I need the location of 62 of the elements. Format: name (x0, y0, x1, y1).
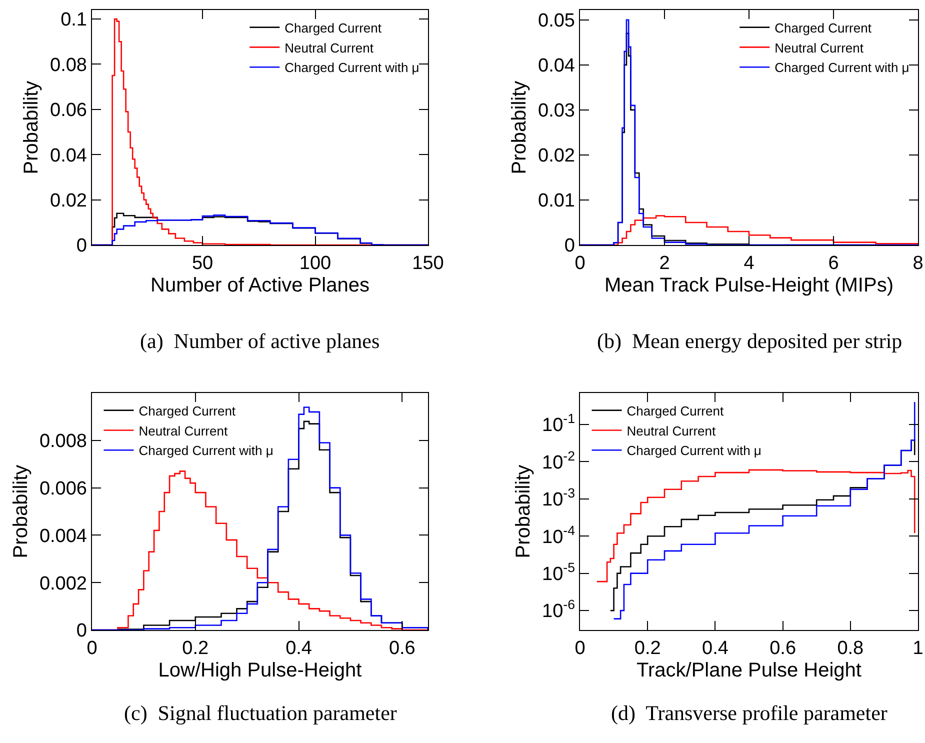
text: (c) Signal fluctuation parameter (124, 701, 397, 725)
text: (b) Mean energy deposited per strip (597, 329, 902, 353)
x-tick-label: 8 (912, 253, 924, 274)
x-tick-label: 0.8 (837, 638, 864, 659)
y-tick-label: 0.008 (39, 431, 87, 452)
x-tick-label: 4 (744, 253, 755, 274)
y-tick-label: 10$^{-3}$ (542, 486, 575, 511)
y-tick-label: 10$^{-1}$ (542, 411, 575, 436)
y-tick-label: 0 (76, 620, 87, 642)
text: (d) Transverse profile parameter (611, 701, 888, 725)
x-tick-label: 150 (412, 253, 444, 274)
y-tick-label: 0.02 (538, 146, 575, 167)
legend-label: Charged Current with μ (138, 443, 274, 458)
legend-label: Charged Current with μ (774, 60, 910, 76)
x-tick-label: 0.2 (182, 638, 209, 659)
text: (a) Number of active planes (140, 329, 380, 353)
legend-label: Charged Current (138, 403, 236, 418)
y-axis-title: Probability (20, 80, 43, 174)
legend-label: Neutral Current (284, 40, 374, 56)
legend-label: Charged Current with μ (626, 443, 762, 458)
y-tick-label: 10$^{-4}$ (542, 522, 575, 548)
x-tick-label: 0.2 (634, 638, 661, 659)
x-tick-label: 100 (299, 253, 332, 274)
y-tick-label: 0.06 (50, 100, 87, 122)
y-tick-label: 0.006 (39, 478, 87, 500)
legend-label: Charged Current (774, 20, 872, 36)
x-tick-label: 0.6 (770, 638, 796, 659)
y-tick-label: 10$^{-2}$ (542, 448, 575, 474)
legend-label: Neutral Current (626, 423, 716, 438)
y-tick-label: 0.01 (538, 190, 575, 212)
y-axis-title: Probability (508, 80, 531, 174)
y-tick-label: 0.04 (538, 56, 576, 77)
legend-label: Neutral Current (774, 40, 864, 56)
y-tick-label: 10$^{-5}$ (542, 560, 575, 585)
x-axis-title: Track/Plane Pulse Height (636, 659, 862, 682)
x-axis-title: Number of Active Planes (150, 274, 370, 296)
x-tick-label: 50 (192, 253, 214, 274)
x-tick-label: 1 (912, 638, 924, 659)
x-tick-label: 0.4 (702, 638, 729, 659)
x-axis-title: Low/High Pulse-Height (158, 659, 362, 682)
y-axis-title: Probability (10, 464, 32, 558)
x-tick-label: 6 (828, 253, 839, 274)
x-tick-label: 2 (659, 253, 670, 274)
legend-label: Charged Current (284, 20, 382, 36)
legend-label: Charged Current with μ (284, 60, 420, 76)
y-tick-label: 0.02 (50, 190, 87, 212)
y-tick-label: 0 (76, 236, 87, 257)
y-tick-label: 0.08 (50, 54, 87, 76)
y-tick-label: 0 (564, 236, 575, 257)
legend-label: Charged Current (626, 403, 724, 418)
y-tick-label: 0.04 (50, 145, 88, 166)
y-tick-label: 10$^{-6}$ (542, 597, 575, 622)
y-axis-title: Probability (512, 464, 535, 558)
x-tick-label: 0.4 (286, 638, 312, 659)
y-tick-label: 0.002 (39, 573, 87, 594)
x-axis-title: Mean Track Pulse-Height (MIPs) (604, 274, 894, 296)
y-tick-label: 0.004 (39, 526, 88, 547)
y-tick-label: 0.03 (538, 100, 575, 122)
y-tick-label: 0.1 (60, 10, 87, 31)
x-tick-label: 0.6 (388, 638, 416, 659)
y-tick-label: 0.05 (538, 10, 575, 32)
legend-label: Neutral Current (138, 423, 228, 438)
